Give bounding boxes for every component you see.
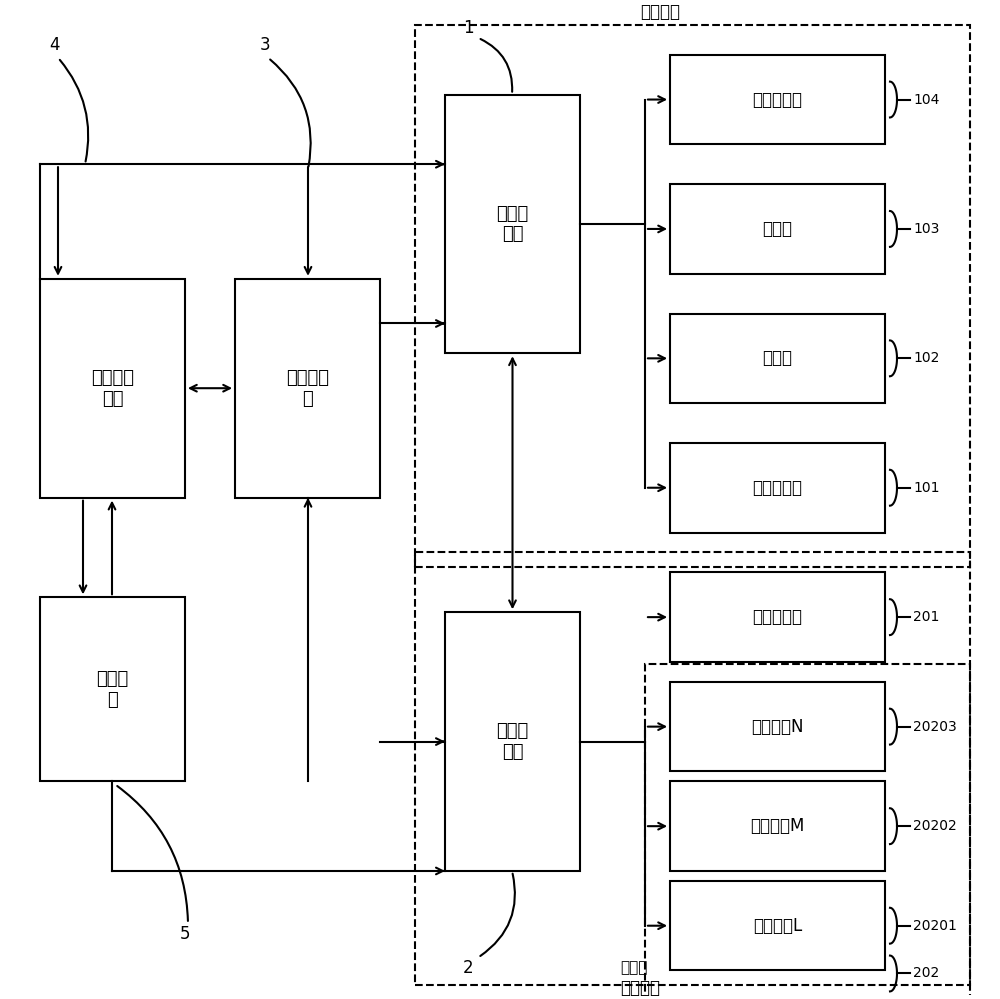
Text: 工控计算
机: 工控计算 机 xyxy=(286,369,329,408)
Bar xyxy=(645,664,970,997)
Bar xyxy=(40,597,185,781)
Text: 卸压阀: 卸压阀 xyxy=(620,960,647,975)
Text: 104: 104 xyxy=(913,93,939,107)
Bar xyxy=(445,612,580,871)
Text: 102: 102 xyxy=(913,352,939,366)
Text: 供油泵: 供油泵 xyxy=(763,350,793,368)
Bar xyxy=(670,55,885,144)
Text: 卸压针阀M: 卸压针阀M xyxy=(750,817,805,835)
Text: 高压容
器: 高压容 器 xyxy=(96,670,129,708)
Bar xyxy=(670,184,885,274)
Text: 2: 2 xyxy=(463,958,473,976)
Text: 202: 202 xyxy=(913,966,939,980)
Bar xyxy=(40,279,185,498)
Bar xyxy=(670,881,885,970)
Text: 1: 1 xyxy=(463,19,473,37)
Bar xyxy=(235,279,380,498)
Bar xyxy=(670,682,885,771)
Text: 201: 201 xyxy=(913,610,939,624)
Text: 卸压针阀L: 卸压针阀L xyxy=(753,917,802,935)
Text: 5: 5 xyxy=(180,925,190,943)
Text: 增压控
制器: 增压控 制器 xyxy=(496,205,529,244)
Bar xyxy=(415,552,970,985)
Text: 卸压控
制器: 卸压控 制器 xyxy=(496,722,529,761)
Bar xyxy=(445,95,580,354)
Text: 增压泵: 增压泵 xyxy=(763,220,793,238)
Bar xyxy=(670,314,885,404)
Text: 103: 103 xyxy=(913,222,939,236)
Bar xyxy=(415,25,970,567)
Text: 20202: 20202 xyxy=(913,819,957,833)
Text: 增压系统: 增压系统 xyxy=(640,3,680,21)
Bar xyxy=(670,443,885,532)
Text: 增压比例阀: 增压比例阀 xyxy=(753,479,803,497)
Text: 3: 3 xyxy=(260,36,270,54)
Text: 4: 4 xyxy=(50,36,60,54)
Text: 101: 101 xyxy=(913,481,940,495)
Text: 增压活塞缸: 增压活塞缸 xyxy=(753,91,803,109)
Bar xyxy=(670,572,885,662)
Text: 压力传感
感器: 压力传感 感器 xyxy=(91,369,134,408)
Text: 卸压针阀N: 卸压针阀N xyxy=(751,717,804,735)
Bar xyxy=(670,781,885,871)
Text: 20201: 20201 xyxy=(913,919,957,933)
Text: 卸压比例阀: 卸压比例阀 xyxy=(753,608,803,626)
Text: 卸压系统: 卸压系统 xyxy=(620,979,660,997)
Text: 20203: 20203 xyxy=(913,719,957,733)
